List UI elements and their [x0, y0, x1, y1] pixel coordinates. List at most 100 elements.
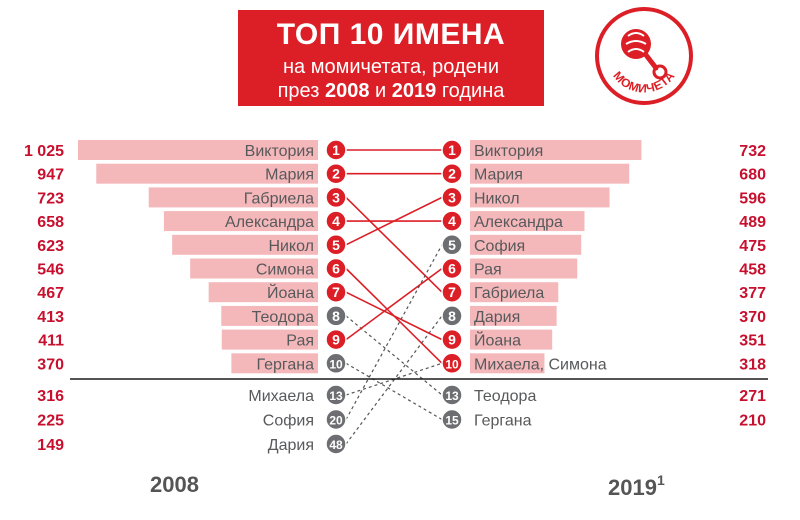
value-label-2019: 370 — [739, 309, 766, 326]
bar-2019-7 — [470, 282, 559, 303]
rank-badge-number: 1 — [448, 142, 456, 158]
value-label-2008: 947 — [37, 167, 64, 184]
year-label-2019: 20191 — [608, 472, 665, 501]
bar-2019-5 — [470, 234, 582, 255]
name-label-2008: Йоана — [267, 283, 314, 302]
rank-badge-left: 6 — [325, 257, 347, 280]
bar-2008-8 — [221, 305, 318, 326]
rank-badge-right: 8 — [441, 305, 463, 327]
rank-badge-right: 3 — [441, 186, 463, 209]
value-label-2019: 377 — [739, 285, 766, 302]
rank-badge-number: 4 — [448, 213, 456, 229]
connector-line — [345, 291, 443, 341]
rank-badge-left: 48 — [325, 433, 347, 455]
bar-2019-1 — [470, 140, 642, 160]
name-label-2008: Михаела — [248, 388, 314, 405]
name-label-2008: Рая — [286, 333, 314, 350]
value-label-2019: 210 — [739, 413, 766, 430]
rank-badge-number: 8 — [448, 308, 456, 324]
rank-badge-circle — [325, 210, 347, 232]
bar-2008-4 — [163, 211, 318, 232]
rank-badge-circle — [325, 384, 347, 406]
rank-badge-number: 3 — [448, 189, 456, 205]
rank-badge-right: 13 — [441, 384, 463, 406]
rank-badge-left: 1 — [325, 139, 347, 161]
rank-badge-number: 13 — [445, 389, 459, 403]
rank-badge-circle — [325, 234, 347, 256]
subtitle-word-prez: през — [277, 80, 320, 102]
value-label-2008: 370 — [37, 356, 64, 373]
rank-badge-circle — [441, 281, 463, 303]
rank-badge-number: 3 — [332, 189, 340, 205]
rank-badge-circle — [325, 433, 347, 455]
name-label-2019: Гергана — [474, 413, 532, 430]
bar-2019-8 — [470, 305, 557, 326]
value-label-2019: 271 — [739, 388, 766, 405]
bar-2008-9 — [221, 329, 318, 350]
rank-badge-number: 15 — [445, 414, 459, 428]
value-label-2008: 413 — [37, 309, 64, 326]
rank-badge-number: 48 — [329, 438, 343, 452]
connector-line — [345, 196, 443, 246]
rank-badge-circle — [325, 305, 347, 327]
value-label-2019: 351 — [739, 333, 766, 350]
girls-logo: МОМИЧЕТА — [595, 7, 693, 105]
bar-2008-6 — [190, 258, 318, 279]
rank-badge-number: 8 — [332, 308, 340, 324]
bar-2008-7 — [208, 282, 318, 303]
value-label-2019: 475 — [739, 238, 766, 255]
value-label-2008: 149 — [37, 437, 64, 454]
chart-title: ТОП 10 ИМЕНА — [276, 18, 506, 51]
rank-badge-number: 13 — [329, 389, 343, 403]
rank-badge-right: 15 — [441, 408, 463, 431]
rank-badge-number: 2 — [332, 166, 340, 182]
rank-badge-circle — [441, 186, 463, 209]
rank-badge-circle — [325, 281, 347, 303]
rank-badge-right: 1 — [441, 139, 463, 161]
rank-badge-number: 7 — [332, 284, 340, 300]
rank-badge-right: 9 — [441, 328, 463, 351]
name-label-2019: Теодора — [474, 388, 536, 405]
name-label-2008: Гергана — [256, 356, 314, 373]
rank-badge-circle — [441, 384, 463, 406]
rank-badge-number: 6 — [332, 261, 340, 277]
rank-badge-number: 1 — [332, 142, 340, 158]
value-label-2019: 489 — [739, 214, 766, 231]
rank-badge-circle — [441, 162, 463, 185]
bar-2008-5 — [172, 234, 318, 255]
name-label-2019: Михаела, Симона — [474, 356, 607, 373]
rattle-icon — [621, 29, 668, 80]
bar-2008-2 — [96, 163, 318, 184]
subtitle-word-godina: година — [441, 80, 505, 102]
rank-badge-left: 9 — [325, 328, 347, 351]
value-label-2008: 546 — [37, 262, 64, 279]
rank-badge-circle — [441, 352, 463, 375]
rank-badge-circle — [441, 408, 463, 431]
rank-badge-number: 20 — [329, 414, 343, 428]
rank-badge-circle — [325, 352, 347, 375]
value-label-2019: 318 — [739, 356, 766, 373]
name-label-2019: София — [474, 238, 525, 255]
value-label-2008: 658 — [37, 214, 64, 231]
name-label-2008: Александра — [225, 214, 314, 231]
bar-2019-9 — [470, 329, 553, 350]
bar-2008-1 — [78, 140, 318, 160]
chart-subtitle: на момичетата, родени — [282, 56, 499, 78]
rank-badge-number: 7 — [448, 284, 456, 300]
subtitle-conjunction: и — [375, 80, 387, 102]
rank-badge-number: 6 — [448, 261, 456, 277]
rank-badge-circle — [325, 186, 347, 209]
bar-2019-3 — [470, 187, 610, 208]
name-label-2019: Йоана — [474, 331, 521, 350]
rank-badge-number: 10 — [329, 357, 343, 371]
name-label-2019: Габриела — [474, 285, 544, 302]
connector-line — [345, 315, 443, 445]
name-label-2008: Мария — [265, 167, 314, 184]
year-footnote-mark: 1 — [656, 472, 665, 488]
rank-badge-circle — [441, 257, 463, 280]
rank-badge-number: 9 — [448, 332, 456, 348]
bar-2008-10 — [231, 353, 318, 374]
bar-2008-3 — [148, 187, 318, 208]
value-label-2008: 316 — [37, 388, 64, 405]
